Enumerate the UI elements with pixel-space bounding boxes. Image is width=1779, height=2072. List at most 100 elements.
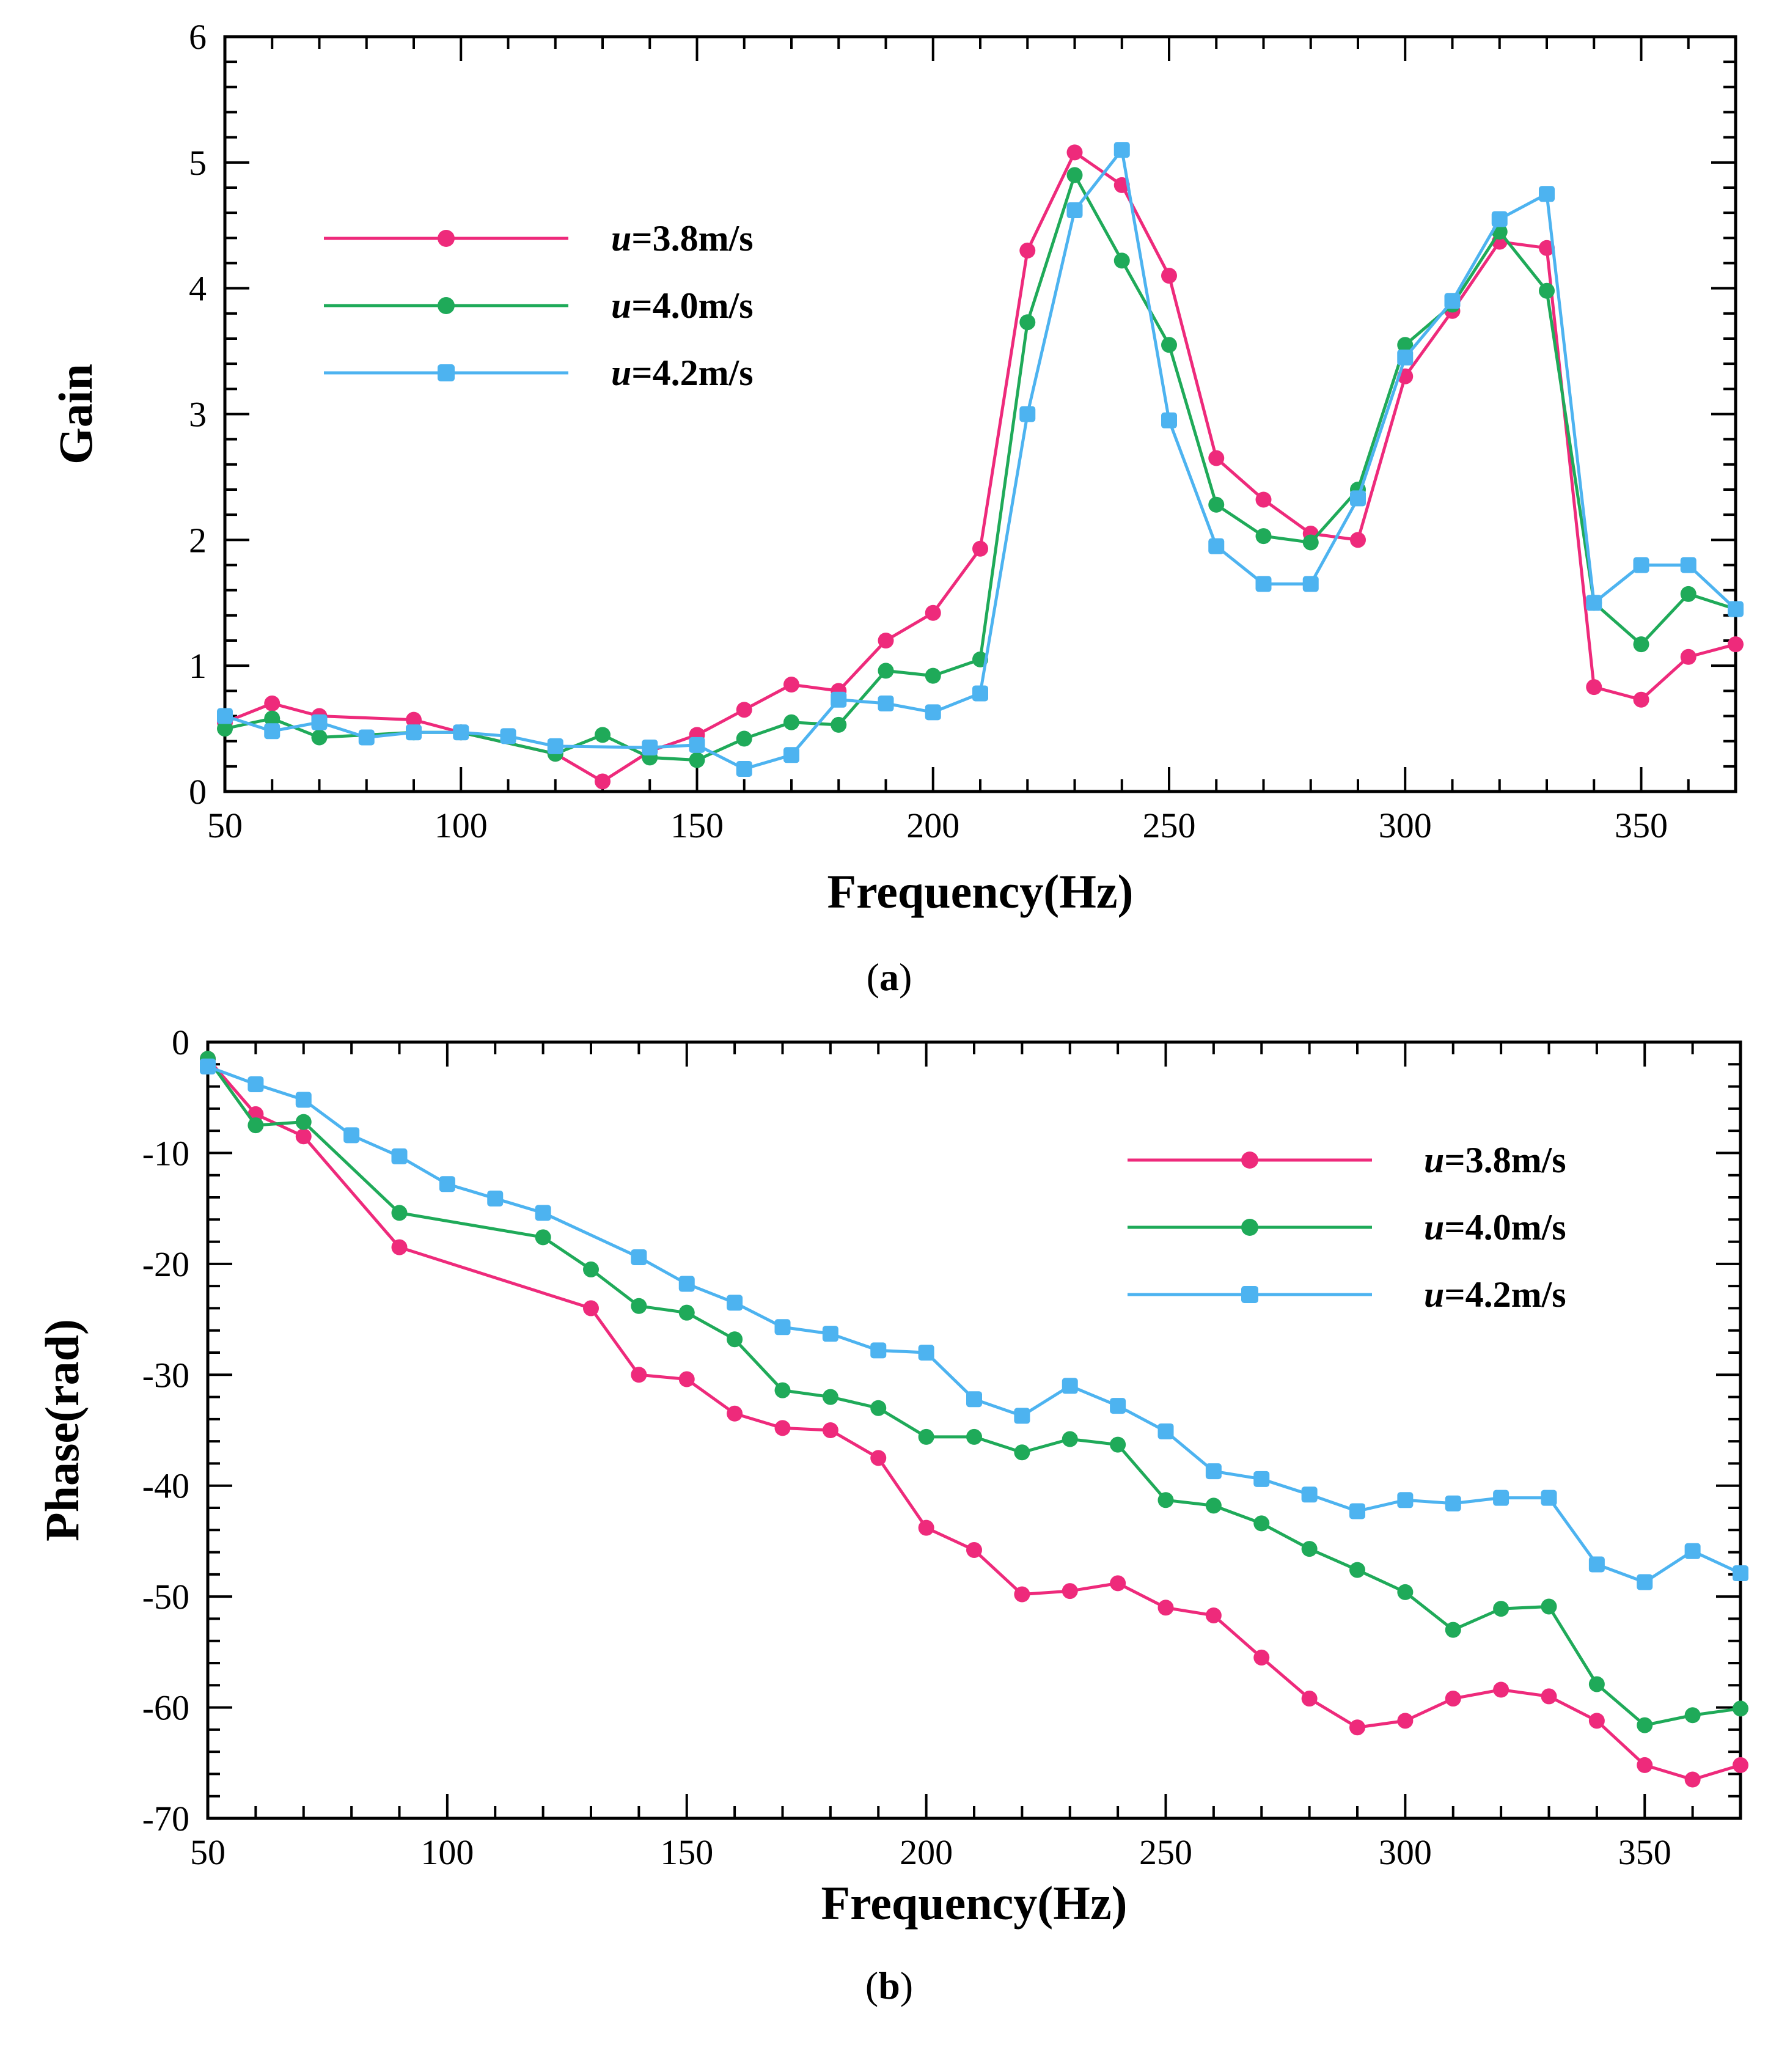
- data-point: [295, 1114, 312, 1130]
- y-tick-label: 3: [189, 395, 207, 435]
- data-point: [1445, 1495, 1461, 1512]
- data-point: [1302, 534, 1319, 551]
- data-point: [678, 1304, 695, 1321]
- data-point: [870, 1450, 887, 1466]
- data-point: [1539, 240, 1555, 256]
- legend-marker: [438, 297, 455, 314]
- data-point: [1349, 1562, 1365, 1578]
- data-point: [1733, 1565, 1748, 1582]
- data-point: [1397, 349, 1414, 366]
- data-point: [1066, 144, 1083, 161]
- data-point: [1014, 1586, 1030, 1603]
- series-4-0ms: [217, 167, 1744, 768]
- data-point: [1062, 1583, 1078, 1600]
- data-point: [1588, 1676, 1605, 1692]
- chart-panel-b: 50 100 150 200 250 300 350 0 -10 -20 -30 -40 -50 -60 -…: [35, 1023, 1748, 2007]
- x-tick-label: 50: [207, 806, 243, 845]
- data-point: [1728, 601, 1744, 617]
- x-tick-label: 350: [1615, 806, 1668, 845]
- data-point: [1541, 1688, 1557, 1705]
- data-point: [391, 1148, 408, 1164]
- y-tick-label: 0: [172, 1023, 189, 1062]
- data-point: [1633, 691, 1649, 708]
- y-tick-label: -70: [142, 1799, 189, 1839]
- legend-marker: [438, 364, 455, 381]
- legend-variable: u: [1424, 1274, 1444, 1315]
- data-point: [1397, 1713, 1414, 1729]
- series-4-2ms: [217, 142, 1744, 777]
- data-point: [966, 1428, 982, 1445]
- data-point: [1208, 538, 1225, 554]
- data-point: [822, 1422, 838, 1438]
- data-point: [295, 1128, 312, 1145]
- data-point: [311, 729, 328, 746]
- data-point: [1113, 142, 1130, 158]
- data-point: [1684, 1707, 1701, 1724]
- data-point: [1586, 679, 1602, 696]
- data-point: [311, 714, 328, 730]
- data-point: [1161, 412, 1177, 428]
- data-point: [689, 752, 705, 768]
- y-axis-title: Gain: [49, 364, 102, 465]
- legend-label: u=4.2m/s: [611, 353, 754, 393]
- data-point: [727, 1295, 743, 1311]
- data-point: [1444, 293, 1461, 309]
- data-point: [925, 604, 941, 621]
- data-point: [248, 1076, 264, 1092]
- data-point: [1728, 636, 1744, 653]
- data-point: [1205, 1497, 1222, 1514]
- data-point: [736, 730, 752, 747]
- caption-paren-open: (: [867, 955, 879, 999]
- x-axis-title: Frequency(Hz): [821, 1876, 1127, 1930]
- data-point: [1014, 1444, 1030, 1461]
- data-point: [678, 1276, 695, 1292]
- data-point: [595, 773, 611, 790]
- y-tick-label: -10: [142, 1133, 189, 1173]
- data-point: [774, 1319, 791, 1335]
- x-tick-label: 150: [660, 1832, 713, 1872]
- data-point: [972, 685, 988, 702]
- data-point: [925, 704, 941, 721]
- data-point: [1680, 648, 1696, 665]
- data-point: [1541, 1598, 1557, 1615]
- data-point: [217, 721, 233, 737]
- legend-value: =3.8m/s: [631, 218, 753, 259]
- data-point: [391, 1239, 408, 1255]
- y-tick-label: -30: [142, 1355, 189, 1395]
- data-point: [1205, 1607, 1222, 1623]
- data-point: [918, 1519, 934, 1536]
- data-point: [264, 723, 281, 740]
- series-line: [224, 171, 1736, 762]
- legend-value: =4.0m/s: [631, 285, 753, 326]
- chart-panel-a: 50 100 150 200 250 300 350 0 1 2 3 4 5 6 Frequency(Hz)…: [49, 17, 1744, 999]
- legend-label: u=4.2m/s: [1424, 1274, 1566, 1315]
- x-tick-label: 300: [1379, 806, 1432, 845]
- data-point: [535, 1205, 551, 1221]
- data-point: [878, 633, 894, 648]
- data-point: [1733, 1757, 1748, 1773]
- data-point: [822, 1389, 838, 1405]
- data-point: [1014, 1408, 1030, 1424]
- legend-value: =4.2m/s: [1444, 1274, 1566, 1315]
- data-point: [1491, 211, 1508, 227]
- caption-paren-close: ): [900, 1964, 913, 2007]
- data-point: [406, 711, 422, 728]
- legend-value: =3.8m/s: [1444, 1140, 1566, 1180]
- data-point: [1019, 314, 1036, 331]
- y-tick-label: 5: [189, 143, 207, 183]
- data-point: [1397, 1584, 1414, 1600]
- data-point: [1684, 1771, 1701, 1788]
- legend-variable: u: [611, 285, 631, 326]
- data-point: [1397, 1492, 1414, 1508]
- data-point: [487, 1190, 504, 1207]
- x-tick-label: 200: [906, 806, 959, 845]
- data-point: [925, 667, 941, 684]
- data-point: [918, 1428, 934, 1445]
- data-point: [1684, 1543, 1701, 1559]
- series-line: [207, 1065, 1742, 1584]
- data-point: [966, 1541, 982, 1558]
- x-tick-label: 100: [420, 1832, 474, 1872]
- data-point: [264, 710, 281, 727]
- data-point: [1302, 576, 1319, 592]
- x-axis-title: Frequency(Hz): [827, 865, 1133, 918]
